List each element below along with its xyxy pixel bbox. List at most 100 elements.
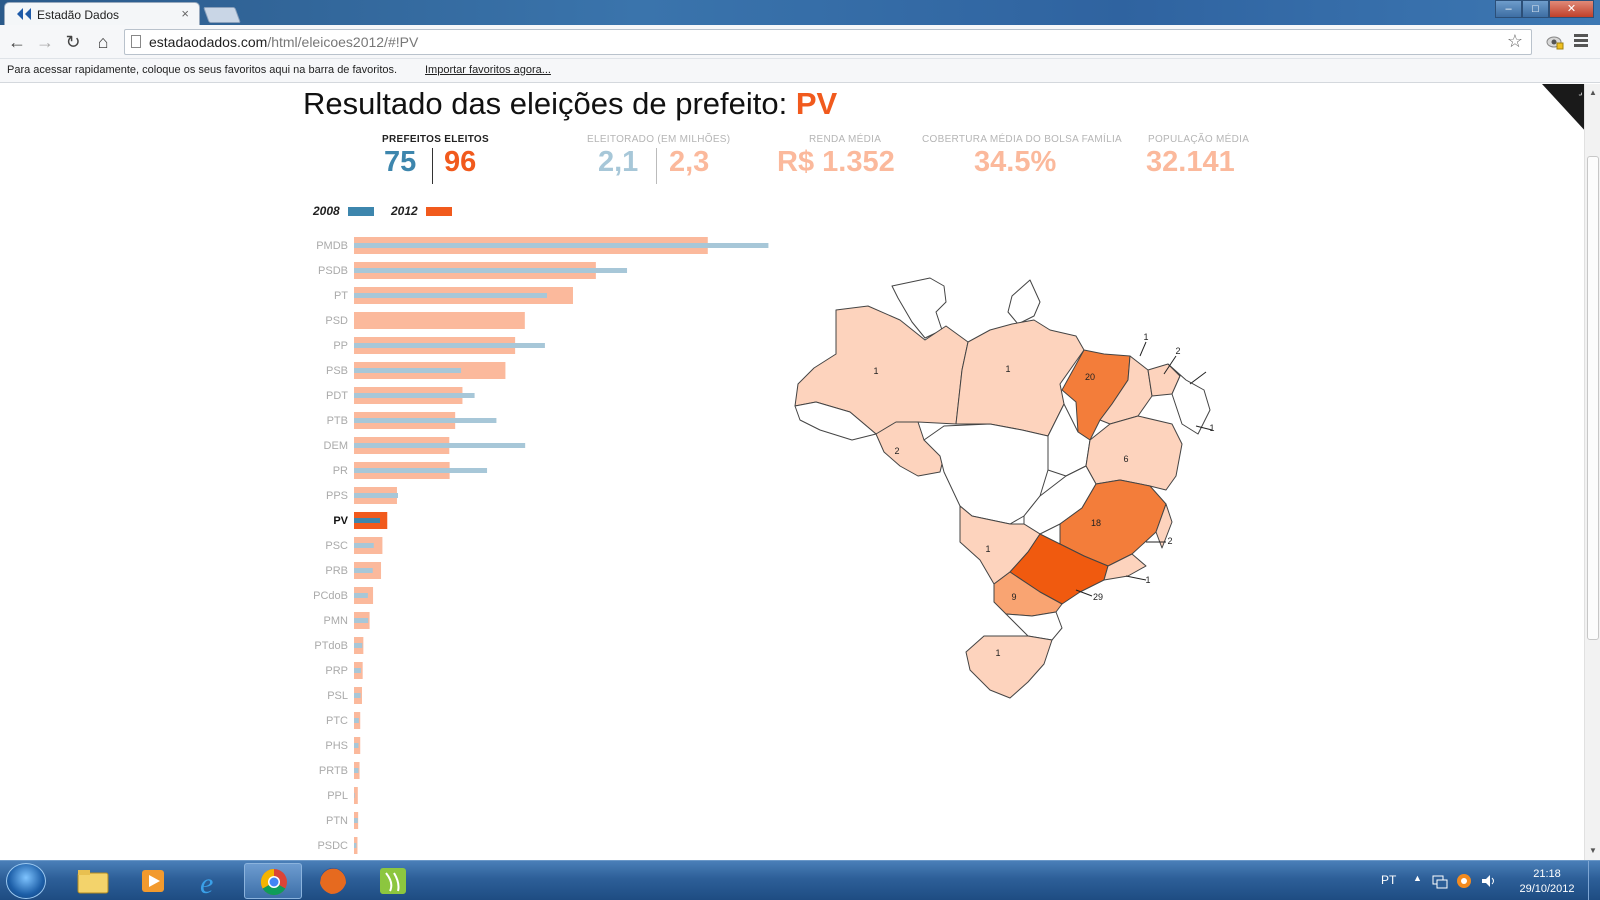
map-state-rio-de-janeiro[interactable] [1103,553,1147,581]
map-label-bahia: 6 [1123,454,1128,464]
bar-2008-prb[interactable] [354,568,373,573]
party-label-pps[interactable]: PPS [326,490,348,502]
scroll-down-icon[interactable]: ▼ [1589,846,1597,855]
party-label-pmn[interactable]: PMN [324,615,349,627]
reload-icon[interactable]: ↻ [65,32,81,52]
address-bar[interactable]: estadaodados.com/html/eleicoes2012/#!PV … [124,29,1532,55]
bar-2008-psb[interactable] [354,368,462,373]
page-scrollbar[interactable]: ▲ ▼ [1584,84,1600,860]
party-label-phs[interactable]: PHS [325,740,348,752]
minimize-button[interactable]: – [1495,0,1522,18]
party-label-psdb[interactable]: PSDB [318,265,348,277]
bar-2008-psl[interactable] [354,693,361,698]
bar-2008-ptb[interactable] [354,418,497,423]
populacao-label: POPULAÇÃO MÉDIA [1148,134,1250,145]
party-label-pp[interactable]: PP [333,340,348,352]
chrome-taskbar-icon[interactable] [244,863,302,899]
show-desktop-button[interactable] [1588,861,1600,900]
party-label-ptn[interactable]: PTN [326,815,348,827]
bar-2008-psdc[interactable] [354,843,357,848]
bar-2008-ppl[interactable] [354,793,355,798]
bar-2008-ptc[interactable] [354,718,359,723]
map-state-bahia[interactable] [1085,415,1183,491]
bar-2008-ptn[interactable] [354,818,358,823]
bar-2008-pt[interactable] [354,293,548,298]
party-label-pcdob[interactable]: PCdoB [313,590,348,602]
bar-2012-psd[interactable] [354,312,525,329]
party-label-psl[interactable]: PSL [327,690,348,702]
bar-2008-pp[interactable] [354,343,545,348]
party-label-psc[interactable]: PSC [325,540,348,552]
app-taskbar-icon[interactable] [364,863,422,899]
bar-2008-pr[interactable] [354,468,488,473]
map-state-roraima[interactable] [891,277,947,339]
explorer-taskbar-icon[interactable] [64,863,122,899]
map-state-espirito-santo[interactable] [1155,503,1173,549]
party-label-ptb[interactable]: PTB [327,415,348,427]
bar-2008-dem[interactable] [354,443,526,448]
bar-2008-pmn[interactable] [354,618,369,623]
party-label-prb[interactable]: PRB [325,565,348,577]
party-bar-chart: PMDB PSDB PT PSD PP PSB PDT PTB DEM PR PPS PV PSC PRB… [313,237,769,854]
volume-icon[interactable] [1480,873,1496,889]
forward-arrow-icon[interactable]: → [36,32,54,52]
eleitorado-2008-value: 2,1 [598,146,639,178]
scroll-up-icon[interactable]: ▲ [1589,88,1597,97]
party-label-pdt[interactable]: PDT [326,390,348,402]
party-label-pv[interactable]: PV [333,515,348,527]
bar-2008-phs[interactable] [354,743,359,748]
bar-2012-ppl[interactable] [354,787,358,804]
party-label-ptc[interactable]: PTC [326,715,348,727]
party-label-pt[interactable]: PT [334,290,348,302]
party-label-pr[interactable]: PR [333,465,348,477]
tab-close-icon[interactable]: × [181,6,189,21]
extension-icon[interactable] [1546,33,1564,51]
bar-2008-pps[interactable] [354,493,399,498]
system-clock[interactable]: 21:18 29/10/2012 [1519,868,1575,895]
new-tab-button[interactable] [203,7,241,23]
bar-2008-pv[interactable] [354,518,380,523]
bar-2008-pdt[interactable] [354,393,475,398]
bar-2008-ptdob[interactable] [354,643,363,648]
party-label-psdc[interactable]: PSDC [317,840,348,852]
bar-2008-psdb[interactable] [354,268,628,273]
bar-2008-psc[interactable] [354,543,374,548]
map-state-rio-grande-do-sul[interactable] [965,635,1053,699]
svg-text:›: › [1577,89,1584,98]
party-label-ptdob[interactable]: PTdoB [314,640,348,652]
map-state-acre[interactable] [794,401,877,441]
back-arrow-icon[interactable]: ← [8,32,26,52]
map-state-para[interactable] [955,319,1085,437]
bar-2008-prp[interactable] [354,668,361,673]
ie-taskbar-icon[interactable]: e [184,863,242,900]
bookmark-star-icon[interactable]: ☆ [1506,31,1523,51]
language-indicator[interactable]: PT [1381,873,1397,887]
party-label-prp[interactable]: PRP [325,665,348,677]
party-label-psb[interactable]: PSB [326,365,348,377]
bar-2008-prtb[interactable] [354,768,359,773]
tray-app-icon[interactable] [1456,873,1472,889]
chrome-menu-icon[interactable] [1574,34,1588,49]
map-state-nordeste-coast[interactable] [1167,363,1211,435]
import-bookmarks-link[interactable]: Importar favoritos agora... [425,64,551,76]
show-hidden-icons-icon[interactable]: ▲ [1413,873,1422,883]
party-label-ppl[interactable]: PPL [327,790,348,802]
firefox-taskbar-icon[interactable] [304,863,362,899]
media-player-taskbar-icon[interactable] [124,863,182,899]
party-label-prtb[interactable]: PRTB [319,765,348,777]
map-state-minas-gerais[interactable] [1059,479,1167,567]
browser-tab[interactable]: Estadão Dados × [4,2,200,25]
corner-ribbon[interactable]: › [1530,84,1584,134]
windows-start-button[interactable] [6,863,46,899]
party-label-dem[interactable]: DEM [324,440,348,452]
party-label-psd[interactable]: PSD [325,315,348,327]
bar-2008-pcdob[interactable] [354,593,368,598]
party-label-pmdb[interactable]: PMDB [316,240,348,252]
scroll-thumb[interactable] [1587,156,1599,640]
close-window-button[interactable]: ✕ [1549,0,1594,18]
network-icon[interactable] [1432,873,1448,889]
map-state-amapa[interactable] [1007,279,1041,325]
home-icon[interactable]: ⌂ [97,32,109,52]
bar-2008-pmdb[interactable] [354,243,769,248]
maximize-button[interactable]: □ [1522,0,1549,18]
